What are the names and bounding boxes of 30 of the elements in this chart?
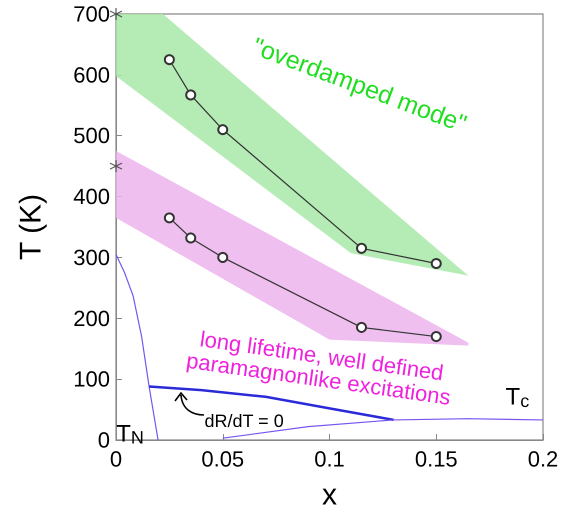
point [430, 258, 442, 270]
x-tick-label: 0.1 [314, 446, 345, 472]
annotation: TN [116, 420, 144, 448]
annotation: long lifetime, well defined paramagnonlike excitations [184, 326, 452, 410]
y-axis-title: T (K) [14, 194, 48, 260]
y-tick-label: 100 [73, 366, 110, 392]
y-tick-label: 700 [73, 2, 110, 26]
point [164, 212, 175, 224]
x-tick-label: 0.2 [528, 446, 558, 472]
y-tick-label: 500 [73, 123, 110, 148]
point [109, 160, 123, 173]
y-tick-label: 0 [98, 428, 110, 452]
x-axis-title: x [322, 478, 337, 512]
point [430, 331, 442, 342]
point [356, 242, 368, 254]
y-tick-label: 300 [73, 244, 110, 270]
annotation: Tc [506, 384, 530, 411]
point [356, 322, 368, 333]
point [185, 232, 196, 244]
point [217, 124, 228, 136]
x-tick-label: 0.05 [201, 446, 244, 472]
point [185, 89, 196, 100]
annotation: dR/dT = 0 [204, 411, 284, 432]
point [217, 252, 228, 263]
x-tick-label: 0.15 [414, 446, 458, 472]
y-tick-label: 200 [73, 306, 110, 331]
point [164, 54, 175, 66]
y-tick-label: 600 [73, 62, 110, 88]
y-tick-label: 400 [73, 184, 110, 210]
point [109, 7, 123, 21]
